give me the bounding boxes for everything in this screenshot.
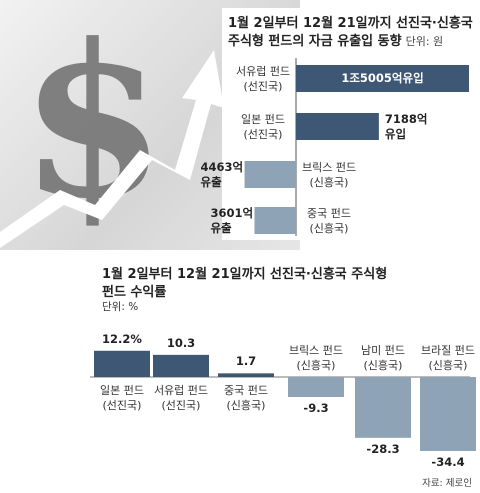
return-value-label-line: 10.3	[166, 335, 196, 350]
return-value-label-line: -9.3	[303, 400, 329, 415]
flow-value-label-line: 4463억	[200, 160, 244, 174]
flow-bar	[296, 113, 379, 140]
return-category-label-line: (선진국)	[102, 399, 142, 412]
flow-value-label-line: 유출	[200, 175, 222, 189]
flow-category-label: 일본 펀드 (선진국)	[236, 112, 290, 142]
return-value-label: -34.4	[408, 455, 480, 470]
return-category-label-line: 브릭스 펀드	[288, 344, 344, 357]
return-category-label: 브라질 펀드 (신흥국)	[408, 343, 480, 373]
flow-category-label-line: 서유럽 펀드	[236, 65, 291, 78]
return-bar	[355, 377, 411, 438]
return-value-label: -28.3	[343, 442, 423, 457]
flow-value-label: 4463억 유출	[201, 160, 244, 190]
flow-value-label-line: 7188억	[384, 112, 428, 126]
return-category-label-line: (신흥국)	[296, 359, 336, 372]
flow-category-label: 중국 펀드 (신흥국)	[302, 206, 356, 236]
return-category-label-line: 남미 펀드	[361, 344, 405, 357]
flow-bar	[254, 207, 296, 234]
return-value-label-line: 12.2%	[102, 331, 142, 346]
return-value-label: 10.3	[141, 336, 221, 351]
flow-bar	[244, 161, 296, 188]
return-category-label-line: 브라질 펀드	[420, 344, 476, 357]
return-bar	[153, 354, 209, 377]
return-category-label-line: 일본 펀드	[100, 384, 144, 397]
return-category-label-line: 중국 펀드	[224, 384, 268, 397]
return-value-label-line: 1.7	[235, 354, 257, 369]
flow-category-label: 브릭스 펀드 (신흥국)	[302, 160, 356, 190]
dollar-arrow-graphic: $	[0, 0, 224, 248]
return-category-label: 남미 펀드 (신흥국)	[343, 343, 423, 373]
flow-value-label-line: 1조5005억유입	[341, 71, 424, 85]
flow-title-part: 주식형 펀드의 자금 유출입 동향	[228, 34, 402, 49]
return-category-label: 브릭스 펀드 (신흥국)	[276, 343, 356, 373]
return-bar	[420, 377, 476, 451]
flow-category-label-line: (신흥국)	[309, 176, 349, 189]
rising-arrow-icon	[0, 50, 224, 248]
flow-category-label-line: (신흥국)	[309, 222, 349, 235]
return-bar	[288, 377, 344, 397]
flow-value-label: 7188억 유입	[385, 112, 428, 142]
flow-category-label-line: 일본 펀드	[241, 113, 285, 126]
return-value-label: -9.3	[276, 401, 356, 416]
return-category-label-line: (신흥국)	[363, 359, 403, 372]
return-value-label-line: -28.3	[366, 441, 400, 456]
flow-value-label-line: 유출	[210, 221, 232, 235]
flow-category-label: 서유럽 펀드 (선진국)	[236, 64, 290, 94]
return-value-label: 1.7	[206, 354, 286, 369]
flow-value-label: 1조5005억유입	[300, 71, 465, 86]
return-bar	[94, 350, 150, 377]
return-chart-unit: 단위: %	[102, 301, 139, 313]
return-category-label: 서유럽 펀드 (선진국)	[141, 383, 221, 413]
flow-value-label-line: 3601억	[210, 206, 254, 220]
return-category-label-line: (선진국)	[161, 399, 201, 412]
flow-category-label-line: 브릭스 펀드	[302, 161, 357, 174]
source-note: 자료: 제로인	[422, 478, 472, 489]
return-category-label-line: 서유럽 펀드	[153, 384, 209, 397]
flow-bar	[296, 65, 469, 92]
flow-value-label: 3601억 유출	[210, 206, 253, 236]
return-bar	[218, 373, 274, 377]
flow-value-label-line: 유입	[384, 127, 407, 141]
return-value-label-line: -34.4	[431, 454, 465, 469]
flow-chart-unit: 단위: 원	[405, 35, 444, 48]
return-chart-title-line2: 펀드 수익률	[102, 285, 167, 300]
flow-chart-title-line2: 주식형 펀드의 자금 유출입 동향 단위: 원	[228, 30, 443, 49]
flow-category-label-line: (선진국)	[243, 128, 283, 141]
return-category-label-line: (신흥국)	[428, 359, 468, 372]
return-chart-title: 1월 2일부터 12월 21일까지 선진국·신흥국 주식형	[102, 267, 388, 282]
return-category-label: 중국 펀드 (신흥국)	[206, 383, 286, 413]
return-category-label-line: (신흥국)	[226, 399, 266, 412]
flow-category-label-line: 중국 펀드	[307, 207, 351, 220]
flow-chart-title: 1월 2일부터 12월 21일까지 선진국·신흥국	[228, 16, 473, 31]
flow-category-label-line: (선진국)	[243, 80, 283, 93]
return-category-label: 일본 펀드 (선진국)	[82, 383, 162, 413]
return-value-label: 12.2%	[82, 332, 162, 347]
